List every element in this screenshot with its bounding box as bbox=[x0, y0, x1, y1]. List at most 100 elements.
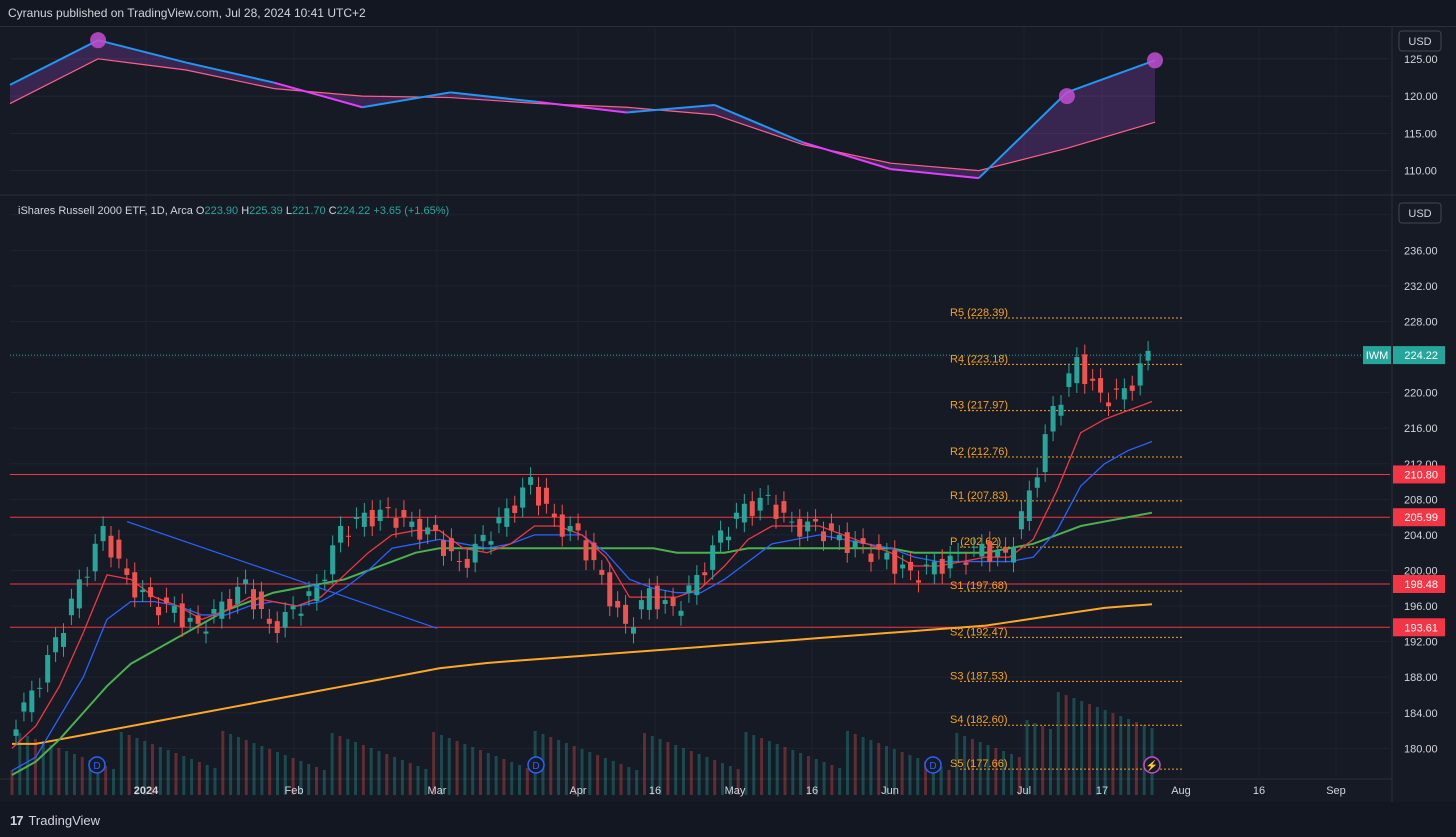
osc-line-segment bbox=[802, 141, 892, 171]
osc-line-segment bbox=[185, 61, 275, 84]
candle-body bbox=[314, 583, 320, 602]
x-tick-label: Apr bbox=[569, 785, 586, 797]
candle-body bbox=[156, 606, 161, 616]
pivot-label: S1 (197.68) bbox=[950, 580, 1007, 592]
volume-bar bbox=[455, 741, 459, 795]
candle-body bbox=[346, 535, 351, 537]
candle-body bbox=[385, 507, 391, 509]
candle-body bbox=[1011, 547, 1016, 563]
candle-body bbox=[528, 477, 534, 485]
earnings-glyph: ⚡ bbox=[1146, 759, 1158, 772]
osc-tick-label: 115.00 bbox=[1404, 128, 1437, 140]
volume-bar bbox=[611, 761, 615, 795]
candle-body bbox=[955, 552, 961, 554]
candle-body bbox=[68, 598, 74, 616]
candle-body bbox=[726, 536, 731, 541]
volume-bar bbox=[330, 733, 334, 795]
volume-bar bbox=[158, 747, 162, 795]
volume-bar bbox=[1119, 716, 1123, 795]
volume-bar bbox=[166, 750, 170, 795]
volume-bar bbox=[924, 761, 928, 795]
candle-body bbox=[433, 524, 439, 531]
price-tick-label: 208.00 bbox=[1404, 494, 1438, 506]
candle-body bbox=[61, 633, 66, 647]
volume-bar bbox=[564, 743, 568, 795]
volume-bar bbox=[439, 735, 443, 795]
volume-bar bbox=[970, 739, 974, 795]
earnings-icon bbox=[1143, 756, 1161, 774]
osc-line-segment bbox=[978, 91, 1068, 179]
candle-body bbox=[828, 523, 834, 531]
ema-fast-line bbox=[11, 400, 1153, 749]
candle-body bbox=[361, 512, 367, 527]
osc-fill bbox=[10, 40, 1155, 179]
candle-body bbox=[789, 521, 795, 523]
candle-body bbox=[187, 617, 193, 622]
osc-line-segment bbox=[362, 91, 451, 109]
x-tick-label: Sep bbox=[1326, 785, 1346, 797]
level-label-bg bbox=[1393, 574, 1445, 593]
volume-bar bbox=[213, 768, 217, 795]
volume-bar bbox=[502, 759, 506, 795]
grid bbox=[0, 27, 1456, 802]
candle-body bbox=[448, 538, 454, 552]
candle-body bbox=[251, 589, 256, 610]
candle-body bbox=[599, 569, 605, 575]
volume-bar bbox=[518, 765, 522, 795]
candle-body bbox=[1145, 350, 1151, 361]
osc-signal-line bbox=[9, 58, 1156, 172]
dividend-label: D bbox=[532, 761, 539, 772]
pivot-label: R1 (207.83) bbox=[950, 490, 1008, 502]
volume-bar bbox=[65, 751, 69, 795]
candle-body bbox=[876, 544, 882, 550]
candle-body bbox=[844, 532, 850, 553]
tradingview-logo[interactable]: 17 TradingView bbox=[10, 813, 100, 828]
volume-bar bbox=[322, 770, 326, 795]
candle-body bbox=[258, 591, 264, 610]
price-tick-label: 184.00 bbox=[1404, 708, 1438, 720]
volume-bar bbox=[900, 752, 904, 795]
volume-bar bbox=[424, 769, 428, 795]
chart-area[interactable]: iShares Russell 2000 ETF, 1D, Arca O223.… bbox=[0, 27, 1456, 802]
volume-bar bbox=[244, 740, 248, 795]
volume-bar bbox=[580, 749, 584, 795]
level-label-bg bbox=[1393, 465, 1445, 484]
dividend-label: D bbox=[929, 761, 936, 772]
volume-bar bbox=[510, 762, 514, 795]
x-tick-label: May bbox=[725, 785, 746, 797]
candle-body bbox=[757, 497, 763, 511]
candle-body bbox=[1098, 378, 1104, 393]
candle-body bbox=[179, 603, 185, 628]
volume-bar bbox=[588, 752, 592, 795]
candle-body bbox=[37, 687, 43, 689]
candle-body bbox=[306, 591, 312, 596]
pivot-label: R2 (212.76) bbox=[950, 446, 1008, 458]
candle-body bbox=[741, 503, 747, 523]
candle-body bbox=[393, 518, 399, 528]
candle-body bbox=[813, 518, 819, 522]
volume-bar bbox=[1103, 710, 1107, 795]
candle-body bbox=[995, 549, 1001, 557]
trendline bbox=[126, 521, 438, 629]
volume-bar bbox=[939, 767, 943, 795]
volume-bar bbox=[635, 770, 639, 795]
volume-bar bbox=[994, 748, 998, 795]
volume-bar bbox=[1056, 692, 1060, 795]
volume-bar bbox=[572, 746, 576, 795]
volume-bar bbox=[18, 733, 22, 795]
volume-bar bbox=[619, 764, 623, 795]
x-tick-label: 16 bbox=[806, 785, 818, 797]
level-label-bg bbox=[1393, 508, 1445, 527]
price-pane: iShares Russell 2000 ETF, 1D, Arca O223.… bbox=[10, 205, 1390, 795]
volume-bar bbox=[385, 754, 389, 795]
candle-body bbox=[274, 621, 280, 634]
volume-bar bbox=[432, 732, 436, 795]
pivot-label: S5 (177.66) bbox=[950, 758, 1007, 770]
candle-body bbox=[227, 598, 233, 610]
candle-body bbox=[353, 517, 359, 519]
candle-body bbox=[401, 510, 407, 518]
candle-body bbox=[551, 513, 557, 518]
candle-body bbox=[773, 504, 779, 519]
volume-bar bbox=[486, 753, 490, 795]
candle-body bbox=[171, 606, 177, 613]
